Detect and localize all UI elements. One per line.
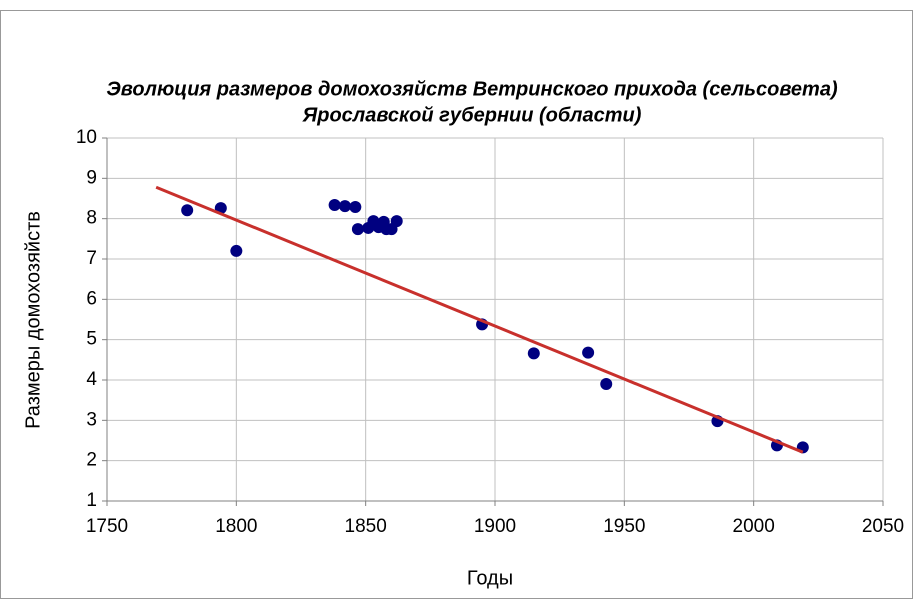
y-tick-label: 4	[86, 369, 97, 390]
x-tick-label: 1850	[345, 516, 387, 537]
x-tick-label: 1800	[215, 516, 257, 537]
chart-title: Ярославской губернии (области)	[302, 104, 642, 126]
y-tick-label: 8	[86, 208, 97, 229]
y-tick-label: 2	[86, 450, 97, 471]
point	[181, 204, 194, 217]
point	[230, 244, 243, 257]
y-tick-label: 1	[86, 490, 97, 511]
x-tick-label: 1900	[474, 516, 516, 537]
x-tick-label: 1750	[86, 516, 128, 537]
y-tick-label: 9	[86, 167, 97, 188]
point	[390, 215, 403, 228]
y-tick-label: 5	[86, 329, 97, 350]
point	[351, 223, 364, 236]
point	[328, 198, 341, 211]
point	[527, 347, 540, 360]
point	[349, 200, 362, 213]
x-tick-label: 2000	[733, 516, 775, 537]
x-tick-label: 2050	[862, 516, 904, 537]
point	[582, 346, 595, 359]
point	[338, 200, 351, 213]
y-tick-label: 6	[86, 288, 97, 309]
point	[600, 378, 613, 391]
trend-line	[155, 185, 804, 454]
chart-title: Эволюция размеров домохозяйств Ветринско…	[106, 78, 838, 100]
y-tick-label: 10	[76, 127, 97, 148]
x-axis-label: Годы	[467, 567, 513, 589]
x-tick-label: 1950	[603, 516, 645, 537]
y-tick-label: 7	[86, 248, 97, 269]
y-tick-label: 3	[86, 409, 97, 430]
y-axis-label: Размеры домохозяйств	[22, 211, 44, 429]
